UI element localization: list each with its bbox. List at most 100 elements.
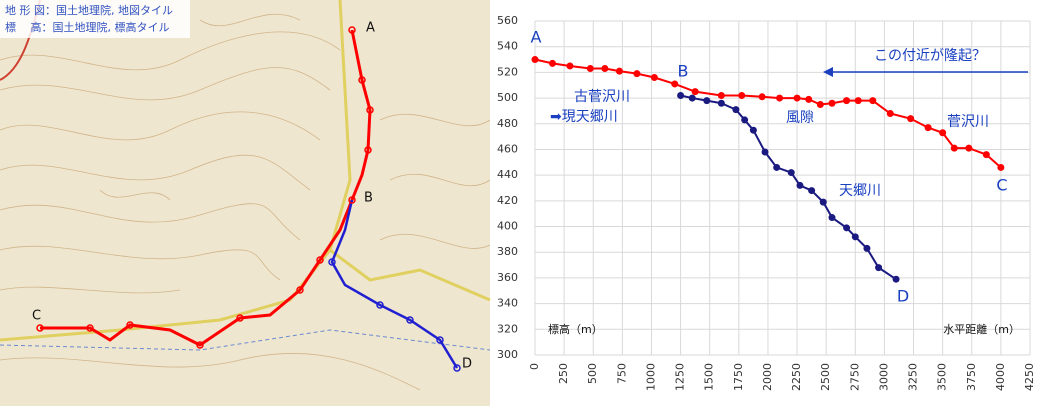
- annotation: 古菅沢川: [574, 89, 630, 105]
- point: [965, 144, 973, 152]
- chart: 300 320 340 360 380 400 420 440 460 480 500 520 540 5…: [497, 14, 1036, 391]
- point: [863, 244, 871, 252]
- point: [732, 106, 740, 114]
- route-dots: [328, 258, 461, 372]
- y-tick-label: 500: [497, 91, 518, 104]
- point: [566, 62, 574, 70]
- point: [758, 93, 766, 101]
- x-tick-label: 0: [528, 363, 541, 370]
- y-tick-label: 520: [497, 65, 518, 78]
- point: [924, 124, 932, 132]
- x-tick-label: 2500: [819, 363, 832, 391]
- credit: 地 形 図：国土地理院, 地図タイル: [5, 3, 173, 17]
- x-tick-label: 2000: [761, 363, 774, 391]
- y-tick-label: 400: [497, 220, 518, 233]
- route-dots: [36, 26, 374, 349]
- y-tick-label: 460: [497, 142, 518, 155]
- x-tick-label: 3000: [877, 363, 890, 391]
- boundary: [0, 329, 491, 351]
- y-axis-title: 標高（m）: [548, 322, 603, 336]
- annotation: A: [531, 28, 542, 47]
- map-background: [0, 0, 490, 406]
- point: [548, 59, 556, 67]
- credit: 標 高：国土地理院, 標高タイル: [5, 20, 170, 34]
- point: [796, 181, 804, 189]
- x-tick-label: 500: [586, 363, 599, 384]
- x-tick-label: 3750: [965, 363, 978, 391]
- point: [939, 129, 947, 137]
- annotation: D: [897, 287, 909, 306]
- point: [805, 95, 813, 103]
- annotation: C: [996, 176, 1007, 195]
- contours: [0, 13, 491, 391]
- point: [531, 56, 539, 64]
- x-tick-label: 1250: [674, 363, 687, 391]
- annotation: 菅沢川: [947, 114, 989, 130]
- point: [677, 92, 685, 100]
- x-tick-label: 4250: [1023, 363, 1036, 391]
- annotation: この付近が隆起？: [874, 48, 986, 64]
- annotation-arrowhead: [823, 67, 833, 77]
- map: 地 形 図：国土地理院, 地図タイル 標 高：国土地理院, 標高タイル A B …: [0, 0, 491, 406]
- point: [717, 92, 725, 100]
- y-tick-label: 440: [497, 168, 518, 181]
- map-label: D: [462, 357, 472, 372]
- x-tick-label: 2250: [790, 363, 803, 391]
- point: [907, 115, 915, 123]
- x-tick-label: 250: [557, 363, 570, 384]
- point: [851, 233, 859, 241]
- point: [982, 151, 990, 159]
- y-tick-label: 320: [497, 322, 518, 335]
- y-tick-label: 380: [497, 245, 518, 258]
- point: [633, 70, 641, 78]
- x-tick-label: 3500: [936, 363, 949, 391]
- point: [615, 67, 623, 75]
- point: [892, 275, 900, 283]
- point: [703, 97, 711, 105]
- y-tick-label: 360: [497, 271, 518, 284]
- x-tick-label: 2750: [848, 363, 861, 391]
- route-blue: [330, 199, 459, 369]
- point: [601, 65, 609, 73]
- point: [717, 99, 725, 107]
- point: [793, 94, 801, 102]
- point: [761, 148, 769, 156]
- point: [886, 109, 894, 117]
- y-tick-label: 420: [497, 194, 518, 207]
- point: [776, 94, 784, 102]
- y-tick-label: 300: [497, 348, 518, 361]
- point: [843, 97, 851, 105]
- x-tick-label: 1750: [732, 363, 745, 391]
- x-tick-label: 1500: [703, 363, 716, 391]
- point: [738, 92, 746, 100]
- point: [843, 224, 851, 232]
- point: [671, 80, 679, 88]
- y-tick-label: 560: [497, 14, 518, 27]
- point: [787, 169, 795, 177]
- point: [875, 264, 883, 272]
- credit-box: [0, 0, 190, 38]
- map-label: C: [32, 309, 41, 324]
- point: [586, 65, 594, 73]
- point: [950, 144, 958, 152]
- route-red: [40, 29, 372, 347]
- point: [650, 74, 658, 82]
- point: [808, 187, 816, 195]
- annotation: B: [678, 62, 689, 81]
- point: [819, 198, 827, 206]
- point: [741, 116, 749, 124]
- road: [329, 248, 491, 302]
- map-label: A: [366, 21, 375, 36]
- y-tick-label: 340: [497, 297, 518, 310]
- y-tick-label: 540: [497, 40, 518, 53]
- x-axis-title: 水平距離（m）: [943, 322, 1020, 336]
- point: [773, 163, 781, 171]
- map-label: B: [364, 191, 373, 206]
- point: [828, 99, 836, 107]
- point: [828, 214, 836, 222]
- annotation: 天郷川: [839, 183, 881, 199]
- annotation: 風隙: [786, 110, 814, 126]
- point: [816, 101, 824, 108]
